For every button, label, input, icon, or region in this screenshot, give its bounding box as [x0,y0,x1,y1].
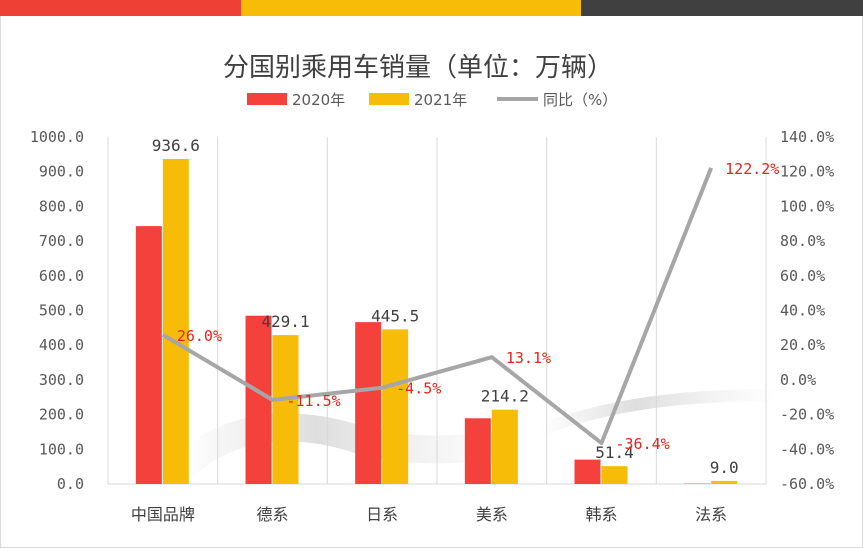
bar-2020 [574,459,601,484]
bar-2021-value-label: 214.2 [481,387,529,406]
right-tick-label: -40.0% [780,440,834,458]
right-tick-label: 40.0% [780,302,825,320]
yoy-value-label: 122.2% [725,160,779,178]
left-tick-label: 500.0 [39,302,84,320]
left-tick-label: 300.0 [39,371,84,389]
right-tick-label: -60.0% [780,475,834,493]
yoy-value-label: -11.5% [287,392,341,410]
left-axis-ticks: 0.0 100.0 200.0 300.0 400.0 500.0 600.0 700.0 80… [30,128,84,493]
bar-2021-value-label: 9.0 [710,458,739,477]
bar-2021 [382,329,409,484]
left-tick-label: 800.0 [39,197,84,215]
bar-2021 [711,480,738,484]
bar-2020 [464,418,491,484]
bar-2021-value-label: 445.5 [371,306,419,325]
band-yellow [241,0,581,16]
left-tick-label: 600.0 [39,267,84,285]
category-labels: 中国品牌 德系 日系 美系 韩系 法系 [131,505,727,524]
bar-2020 [135,226,162,484]
category-label: 中国品牌 [131,505,195,524]
legend-label-yoy: 同比（%） [543,91,617,109]
bar-2021 [272,335,299,484]
bar-2020 [355,322,382,484]
category-label: 德系 [256,505,288,524]
left-tick-label: 0.0 [57,475,84,493]
bar-2021-value-label: 936.6 [152,136,200,155]
right-axis-ticks: -60.0% -40.0% -20.0% 0.0% 20.0% 40.0% 60.0% 80.… [780,128,834,493]
bar-2021-value-label: 51.4 [595,443,634,462]
legend-label-2020: 2020年 [292,91,345,109]
yoy-value-label: 26.0% [177,327,222,345]
bar-2021 [491,409,518,484]
right-tick-label: -20.0% [780,406,834,424]
yoy-line-path [161,167,714,446]
right-tick-label: 80.0% [780,232,825,250]
category-label: 法系 [695,505,727,524]
right-tick-label: 100.0% [780,197,834,215]
data-labels: 936.6 429.1 445.5 214.2 51.4 9.0 26.0% -11.5% -4… [152,136,780,477]
right-tick-label: 120.0% [780,163,834,181]
band-red [0,0,241,16]
legend: 2020年 2021年 同比（%） [247,91,617,109]
category-label: 韩系 [585,505,617,524]
right-tick-label: 60.0% [780,267,825,285]
legend-swatch-2020 [247,93,287,105]
band-dark [581,0,863,16]
yoy-line [161,167,714,446]
category-label: 美系 [476,505,508,524]
legend-label-2021: 2021年 [414,91,467,109]
left-tick-label: 200.0 [39,406,84,424]
left-tick-label: 400.0 [39,336,84,354]
left-tick-label: 1000.0 [30,128,84,146]
yoy-value-label: -4.5% [396,380,441,398]
yoy-value-label: -36.4% [616,435,670,453]
right-tick-label: 20.0% [780,336,825,354]
left-tick-label: 900.0 [39,163,84,181]
left-tick-label: 100.0 [39,440,84,458]
bar-2021-value-label: 429.1 [261,312,309,331]
chart-title: 分国别乘用车销量（单位：万辆） [223,53,613,83]
legend-swatch-2021 [369,93,409,105]
category-separators [107,137,767,485]
bar-2020 [245,315,272,484]
right-tick-label: 140.0% [780,128,834,146]
category-label: 日系 [366,505,398,524]
bar-2021 [601,466,628,484]
bar-2021 [162,158,189,484]
bars [135,158,738,484]
left-tick-label: 700.0 [39,232,84,250]
header-color-band [0,0,863,16]
yoy-value-label: 13.1% [506,349,551,367]
right-tick-label: 0.0% [780,371,816,389]
